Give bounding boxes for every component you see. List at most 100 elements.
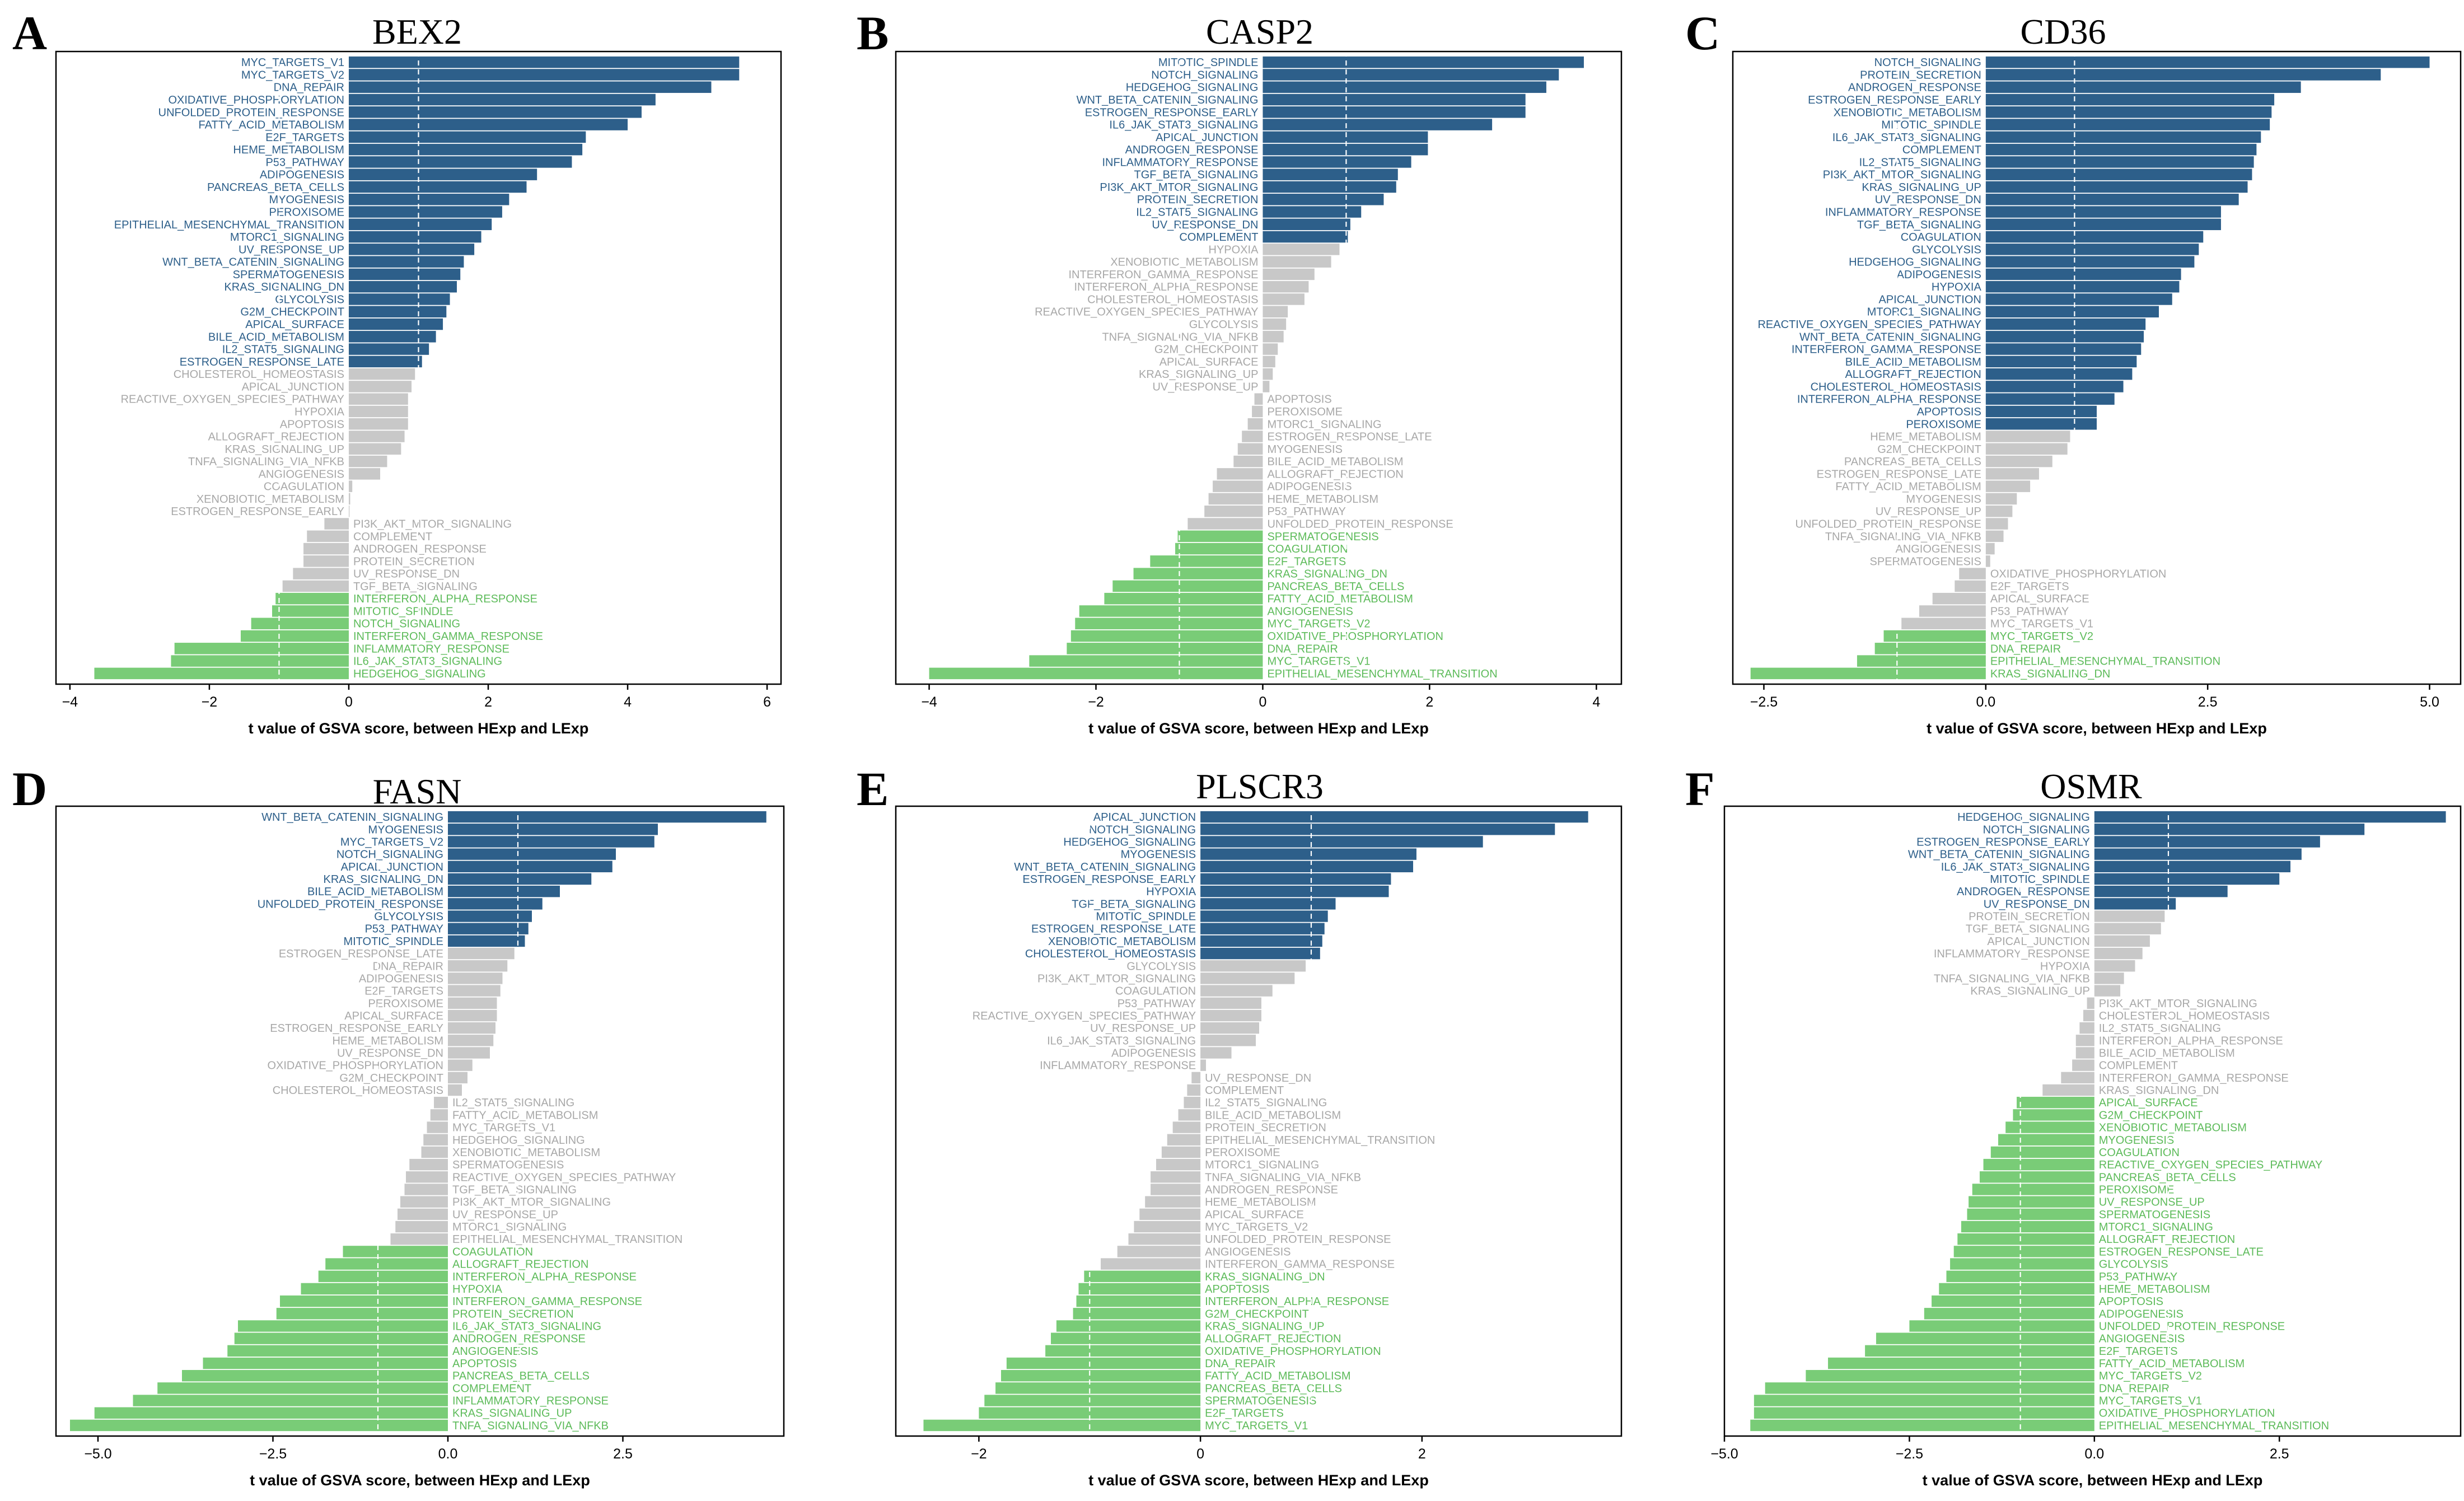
bar-inflammatory-response <box>1200 1059 1207 1071</box>
bar-label: IL6_JAK_STAT3_SIGNALING <box>1047 1035 1196 1047</box>
bar-il6-jak-stat3-signaling <box>1985 131 2261 143</box>
bar-hypoxia <box>1985 280 2180 293</box>
bar-oxidative-phosphorylation <box>448 1059 473 1071</box>
x-tick-label: −5.0 <box>1710 1446 1738 1462</box>
bar-peroxisome <box>1161 1146 1201 1158</box>
bar-label: HEME_METABOLISM <box>1267 493 1378 506</box>
bar-label: UV_RESPONSE_UP <box>1876 506 1981 518</box>
bar-wnt-beta-catenin-signaling <box>2094 848 2302 860</box>
bar-label: PI3K_AKT_MTOR_SIGNALING <box>452 1196 611 1209</box>
bar-myc-targets-v2 <box>1134 1221 1201 1233</box>
bar-pi3k-akt-mtor-signaling <box>324 518 349 530</box>
bar-label: INTERFERON_ALPHA_RESPONSE <box>1074 281 1258 293</box>
bar-label: P53_PATHWAY <box>365 923 443 936</box>
bar-label: MYOGENESIS <box>2099 1134 2174 1147</box>
bar-g2m-checkpoint <box>348 306 447 317</box>
plot-frame <box>895 805 1623 1437</box>
bar-tgf-beta-signaling <box>2094 923 2161 934</box>
bar-label: UV_RESPONSE_DN <box>1875 194 1981 206</box>
bar-protein-secretion <box>303 555 349 567</box>
bar-label: MITOTIC_SPINDLE <box>1158 57 1259 69</box>
x-axis-label: t value of GSVA score, between HExp and … <box>250 1472 590 1489</box>
bar-label: ANGIOGENESIS <box>1267 605 1353 618</box>
bar-allograft-rejection <box>1051 1332 1201 1344</box>
bar-interferon-gamma-response <box>1101 1258 1201 1270</box>
bar-dna-repair <box>448 960 508 972</box>
bar-coagulation <box>1990 1146 2094 1158</box>
x-tick-label: 4 <box>624 694 632 710</box>
bar-bile-acid-metabolism <box>1233 455 1263 467</box>
panel-title: PLSCR3 <box>1196 766 1324 806</box>
bar-label: GLYCOLYSIS <box>275 293 344 306</box>
bar-apoptosis <box>1985 405 2097 418</box>
bar-label: NOTCH_SIGNALING <box>336 849 443 861</box>
bar-label: INFLAMMATORY_RESPONSE <box>452 1395 609 1408</box>
bar-unfolded-protein-response <box>448 898 543 910</box>
bar-label: INTERFERON_ALPHA_RESPONSE <box>1797 394 1981 406</box>
bar-label: GLYCOLYSIS <box>1189 319 1259 331</box>
bar-myc-targets-v1 <box>427 1121 448 1133</box>
bar-label: REACTIVE_OXYGEN_SPECIES_PATHWAY <box>2099 1159 2322 1171</box>
bar-label: SPERMATOGENESIS <box>1870 555 1981 568</box>
x-tick-label: 0.0 <box>1976 694 1995 710</box>
panel-title: CASP2 <box>1206 12 1313 52</box>
bar-label: G2M_CHECKPOINT <box>1154 344 1259 356</box>
bar-label: MYC_TARGETS_V2 <box>2099 1370 2202 1382</box>
bar-reactive-oxygen-species-pathway <box>348 393 408 405</box>
x-tick-label: −2 <box>1088 694 1104 710</box>
bar-label: HEDGEHOG_SIGNALING <box>353 668 486 680</box>
bar-uv-response-up <box>398 1208 448 1221</box>
bar-label: APOPTOSIS <box>280 418 344 431</box>
bar-label: CHOLESTEROL_HOMEOSTASIS <box>1087 293 1258 306</box>
bar-label: BILE_ACID_METABOLISM <box>2099 1048 2235 1060</box>
bar-complement <box>1187 1084 1201 1096</box>
bar-label: HYPOXIA <box>1932 281 1982 293</box>
bar-label: MITOTIC_SPINDLE <box>343 936 443 948</box>
bar-estrogen-response-late <box>1953 1246 2094 1257</box>
bar-bile-acid-metabolism <box>1985 356 2137 368</box>
bar-il6-jak-stat3-signaling <box>238 1320 448 1332</box>
bar-inflammatory-response <box>1985 206 2221 218</box>
bar-peroxisome <box>1252 405 1263 418</box>
bar-kras-signaling-up <box>1263 368 1273 380</box>
bar-label: INFLAMMATORY_RESPONSE <box>1040 1060 1196 1072</box>
bar-epithelial-mesenchymal-transition <box>1750 1419 2094 1432</box>
bar-adipogenesis <box>1924 1308 2094 1320</box>
bar-apoptosis <box>1254 393 1263 405</box>
bar-label: MTORC1_SIGNALING <box>1205 1159 1319 1171</box>
bar-mitotic-spindle <box>272 605 349 617</box>
bar-label: HEDGEHOG_SIGNALING <box>1849 256 1981 269</box>
bar-mitotic-spindle <box>1263 56 1584 68</box>
bar-oxidative-phosphorylation <box>1045 1345 1201 1357</box>
bar-kras-signaling-dn <box>2042 1084 2094 1096</box>
bar-label: EPITHELIAL_MESENCHYMAL_TRANSITION <box>1990 656 2220 668</box>
bar-cholesterol-homeostasis <box>348 368 415 380</box>
bar-coagulation <box>1200 985 1273 997</box>
x-axis-label: t value of GSVA score, between HExp and … <box>1088 720 1429 737</box>
bar-label: ALLOGRAFT_REJECTION <box>2099 1233 2235 1246</box>
bar-label: PI3K_AKT_MTOR_SIGNALING <box>1823 169 1981 181</box>
bar-uv-response-dn <box>293 568 349 579</box>
bar-protein-secretion <box>1985 69 2381 81</box>
bar-label: HYPOXIA <box>294 406 345 418</box>
bar-label: ANDROGEN_RESPONSE <box>1957 886 2090 898</box>
bar-mtorc1-signaling <box>1961 1221 2094 1233</box>
bar-p53-pathway <box>348 156 572 168</box>
bar-kras-signaling-up <box>2094 985 2121 997</box>
bar-label: ADIPOGENESIS <box>1111 1048 1196 1060</box>
bar-label: TNFA_SIGNALING_VIA_NFKB <box>1205 1171 1361 1184</box>
x-tick-label: 2.5 <box>2198 694 2218 710</box>
bar-mitotic-spindle <box>1985 119 2270 130</box>
bar-label: UV_RESPONSE_UP <box>1152 381 1258 393</box>
bar-estrogen-response-late <box>1242 431 1263 442</box>
bar-label: ANGIOGENESIS <box>452 1345 538 1358</box>
bar-label: BILE_ACID_METABOLISM <box>1267 456 1403 468</box>
bar-label: EPITHELIAL_MESENCHYMAL_TRANSITION <box>452 1233 682 1246</box>
bar-dna-repair <box>1765 1382 2094 1394</box>
bar-label: KRAS_SIGNALING_DN <box>2099 1084 2219 1097</box>
bar-label: P53_PATHWAY <box>1267 506 1345 518</box>
bar-interferon-alpha-response <box>1076 1295 1201 1307</box>
x-tick-label: −4 <box>62 694 78 710</box>
bar-inflammatory-response <box>2094 947 2143 960</box>
